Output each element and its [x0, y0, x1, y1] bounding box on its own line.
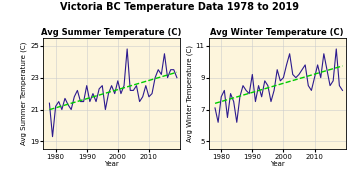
X-axis label: Year: Year [270, 161, 284, 167]
Y-axis label: Avg Winter Temperature (C): Avg Winter Temperature (C) [186, 45, 193, 142]
X-axis label: Year: Year [104, 161, 119, 167]
Text: Victoria BC Temperature Data 1978 to 2019: Victoria BC Temperature Data 1978 to 201… [60, 2, 300, 12]
Y-axis label: Avg Summer Temperature (C): Avg Summer Temperature (C) [21, 42, 27, 145]
Title: Avg Summer Temperature (C): Avg Summer Temperature (C) [41, 28, 182, 37]
Title: Avg Winter Temperature (C): Avg Winter Temperature (C) [211, 28, 344, 37]
